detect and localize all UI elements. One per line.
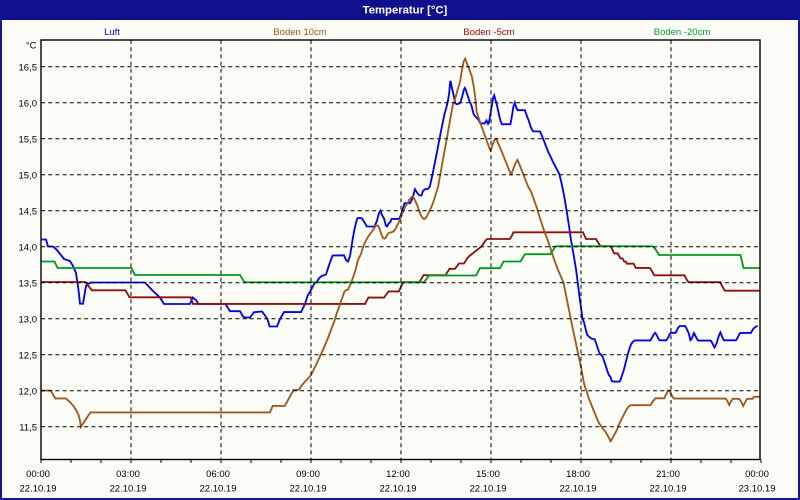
svg-text:00:00: 00:00: [745, 469, 769, 480]
svg-text:06:00: 06:00: [206, 469, 230, 480]
svg-text:18:00: 18:00: [566, 469, 590, 480]
svg-text:15,5: 15,5: [19, 134, 38, 145]
svg-text:Luft: Luft: [104, 27, 120, 38]
svg-text:15,0: 15,0: [19, 170, 38, 181]
svg-text:22.10.19: 22.10.19: [290, 484, 327, 495]
svg-text:14,5: 14,5: [19, 206, 38, 217]
svg-text:16,0: 16,0: [19, 98, 38, 109]
svg-text:Boden -5cm: Boden -5cm: [463, 27, 514, 38]
svg-text:13,0: 13,0: [19, 314, 38, 325]
svg-text:22.10.19: 22.10.19: [470, 484, 507, 495]
svg-text:22.10.19: 22.10.19: [650, 484, 687, 495]
svg-text:Temperatur [°C]: Temperatur [°C]: [363, 5, 448, 17]
svg-text:22.10.19: 22.10.19: [110, 484, 147, 495]
svg-text:21:00: 21:00: [656, 469, 680, 480]
svg-text:12,0: 12,0: [19, 386, 38, 397]
svg-text:22.10.19: 22.10.19: [380, 484, 417, 495]
svg-text:16,5: 16,5: [19, 62, 38, 73]
svg-text:22.10.19: 22.10.19: [560, 484, 597, 495]
svg-text:03:00: 03:00: [116, 469, 140, 480]
svg-text:12:00: 12:00: [386, 469, 410, 480]
svg-text:°C: °C: [26, 41, 37, 52]
svg-text:Boden -20cm: Boden -20cm: [654, 27, 711, 38]
svg-text:00:00: 00:00: [26, 469, 50, 480]
svg-text:15:00: 15:00: [476, 469, 500, 480]
svg-text:23.10.19: 23.10.19: [739, 484, 776, 495]
svg-text:12,5: 12,5: [19, 350, 38, 361]
svg-text:09:00: 09:00: [296, 469, 320, 480]
svg-text:14,0: 14,0: [19, 242, 38, 253]
svg-text:22.10.19: 22.10.19: [200, 484, 237, 495]
svg-text:13,5: 13,5: [19, 278, 38, 289]
svg-text:11,5: 11,5: [19, 422, 37, 433]
svg-text:Boden 10cm: Boden 10cm: [273, 27, 326, 38]
svg-text:22.10.19: 22.10.19: [20, 484, 57, 495]
